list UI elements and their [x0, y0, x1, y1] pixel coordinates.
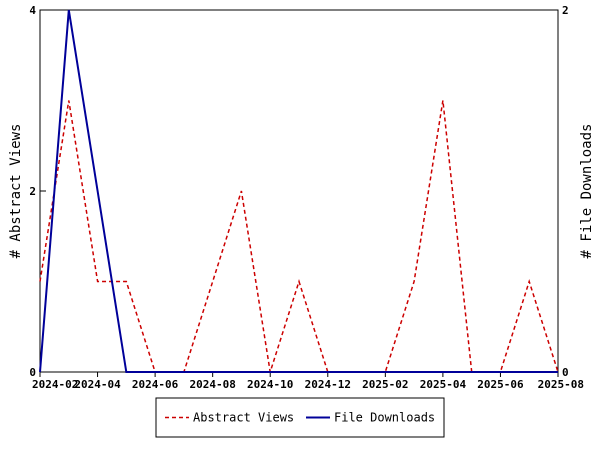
- legend: Abstract Views File Downloads: [155, 397, 445, 438]
- x-tick-label: 2024-10: [247, 378, 293, 391]
- y-axis-right: 02: [552, 4, 569, 379]
- y-axis-left: 0 2 4: [29, 4, 46, 379]
- y-axis-title-right: # File Downloads: [579, 124, 595, 259]
- legend-label-file-downloads: File Downloads: [334, 411, 435, 425]
- x-tick-label: 2024-12: [305, 378, 351, 391]
- legend-box: [155, 397, 445, 438]
- y-tick-label-right: 0: [562, 366, 569, 379]
- y-tick-label-left: 2: [29, 185, 36, 198]
- y-tick-label-left: 0: [29, 366, 36, 379]
- x-tick-label: 2025-04: [420, 378, 467, 391]
- x-tick-label: 2025-08: [538, 378, 584, 391]
- x-tick-label: 2024-02: [32, 378, 78, 391]
- x-tick-label: 2025-02: [362, 378, 408, 391]
- x-tick-label: 2025-06: [477, 378, 524, 391]
- series-line-abstract-views: [39, 100, 559, 373]
- legend-items: Abstract Views File Downloads: [165, 411, 435, 425]
- y-tick-label-right: 2: [562, 4, 569, 17]
- x-tick-label: 2024-04: [74, 378, 121, 391]
- series-lines: [39, 9, 559, 373]
- legend-label-abstract-views: Abstract Views: [193, 411, 294, 425]
- x-tick-label: 2024-06: [132, 378, 179, 391]
- y-tick-label-left: 4: [29, 4, 36, 17]
- series-line-file-downloads: [39, 9, 558, 373]
- x-tick-label: 2024-08: [189, 378, 235, 391]
- y-axis-title-left: # Abstract Views: [8, 124, 24, 259]
